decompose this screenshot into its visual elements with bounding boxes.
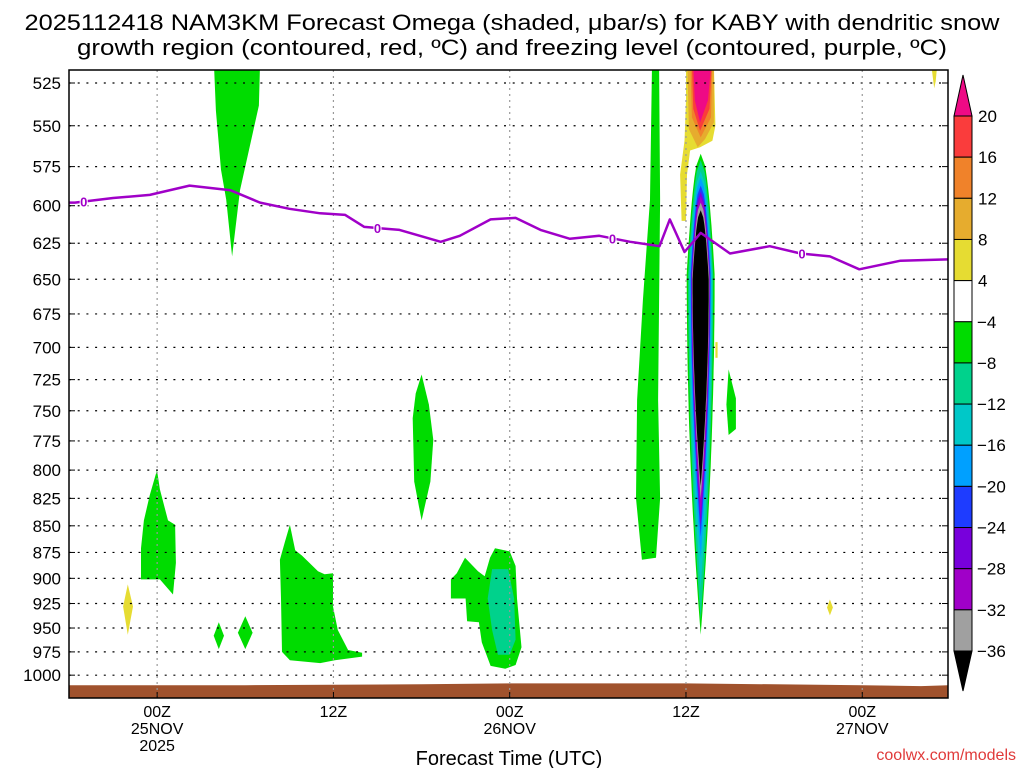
colorbar-label: −4	[977, 313, 996, 332]
y-tick-label: 950	[33, 619, 61, 638]
y-tick-label: 900	[33, 569, 61, 588]
ground-surface-fill	[69, 683, 948, 698]
colorbar-box	[953, 568, 973, 611]
omega-region	[636, 70, 661, 560]
y-tick-label: 1000	[23, 666, 61, 685]
freezing-level-label-bg	[608, 231, 617, 245]
colorbar-box	[953, 156, 973, 199]
credit-text: coolwx.com/models	[876, 747, 1016, 764]
y-tick-label: 550	[33, 117, 61, 136]
y-tick-label: 625	[33, 234, 61, 253]
colorbar-label: 4	[978, 272, 987, 291]
freezing-level-label-bg	[798, 246, 807, 260]
y-tick-label: 525	[33, 74, 61, 93]
x-tick-label: 00Z	[496, 704, 524, 721]
chart-title-line1: 2025112418 NAM3KM Forecast Omega (shaded…	[25, 10, 1000, 35]
omega-region	[123, 584, 133, 635]
omega-region	[213, 622, 224, 650]
colorbar-label: 12	[978, 189, 997, 208]
y-tick-label: 575	[33, 158, 61, 177]
colorbar-label: −36	[977, 642, 1006, 661]
omega-region	[412, 374, 434, 521]
freezing-level-label: 0	[798, 247, 805, 262]
colorbar-box	[953, 403, 973, 446]
y-tick-label: 750	[33, 402, 61, 421]
colorbar-label: −12	[977, 395, 1006, 414]
colorbar-label: −20	[977, 477, 1006, 496]
colorbar-under-triangle	[953, 650, 973, 692]
x-tick-label: 2025	[139, 738, 175, 755]
colorbar-box	[953, 527, 973, 570]
y-tick-label: 725	[33, 371, 61, 390]
colorbar-box	[953, 238, 973, 282]
colorbar-box	[953, 115, 973, 158]
y-tick-label: 600	[33, 197, 61, 216]
colorbar-label: −8	[977, 354, 996, 373]
freezing-level-line	[69, 184, 948, 271]
colorbar-label: 16	[978, 148, 997, 167]
freezing-level-label: 0	[609, 231, 616, 246]
colorbar-box	[953, 321, 973, 364]
x-tick-label: 25NOV	[131, 721, 184, 738]
colorbar-box	[953, 485, 973, 529]
freezing-level-label-bg	[79, 194, 88, 208]
colorbar-box	[953, 444, 973, 487]
omega-region	[237, 616, 253, 650]
y-tick-label: 800	[33, 461, 61, 480]
colorbar-box	[953, 280, 973, 323]
chart-title-line2: growth region (contoured, red, ºC) and f…	[77, 35, 947, 60]
omega-region	[487, 569, 516, 655]
freezing-level-label: 0	[374, 221, 381, 236]
colorbar-box	[953, 362, 973, 405]
colorbar: 20 16 12 8 4 −4 −8 −12 −16 −20 −24 −28 −32 −36	[953, 74, 1006, 692]
y-tick-label: 675	[33, 305, 61, 324]
colorbar-box	[953, 197, 973, 240]
x-tick-label: 00Z	[848, 704, 876, 721]
omega-region	[214, 70, 260, 257]
colorbar-label: 20	[978, 107, 997, 126]
omega-region	[693, 70, 711, 123]
ground-surface	[69, 683, 948, 698]
y-tick-label: 925	[33, 595, 61, 614]
y-tick-label: 875	[33, 543, 61, 562]
y-tick-label: 775	[33, 432, 61, 451]
x-tick-label: 26NOV	[483, 721, 536, 738]
omega-region	[726, 369, 736, 435]
x-tick-label: 00Z	[143, 704, 171, 721]
x-tick-label: 27NOV	[836, 721, 889, 738]
x-axis-title: Forecast Time (UTC)	[416, 748, 603, 768]
y-tick-label: 700	[33, 338, 61, 357]
y-tick-label: 825	[33, 489, 61, 508]
freezing-level-label: 0	[80, 195, 87, 210]
y-tick-label: 650	[33, 270, 61, 289]
y-axis: 525 550 575 600 625 650 675 700 725 750 775 800 825 8…	[23, 74, 948, 685]
y-tick-label: 975	[33, 643, 61, 662]
freezing-level: 0 0 0 0	[69, 184, 948, 271]
omega-region	[279, 524, 363, 664]
colorbar-label: 8	[978, 230, 987, 249]
y-tick-label: 850	[33, 517, 61, 536]
x-tick-label: 12Z	[320, 704, 348, 721]
x-tick-label: 12Z	[672, 704, 700, 721]
colorbar-label: −16	[977, 436, 1006, 455]
colorbar-label: −32	[977, 601, 1006, 620]
omega-region	[827, 599, 833, 616]
colorbar-label: −24	[977, 519, 1006, 538]
colorbar-label: −28	[977, 560, 1006, 579]
plot-frame	[68, 69, 949, 699]
grid-lines	[69, 70, 948, 698]
omega-region	[715, 342, 718, 358]
colorbar-over-triangle	[953, 74, 973, 117]
colorbar-box	[953, 609, 973, 652]
omega-region	[931, 70, 937, 89]
omega-region	[141, 470, 176, 595]
plot-area: 0 0 0 0	[69, 70, 948, 698]
freezing-level-label-bg	[373, 221, 382, 235]
